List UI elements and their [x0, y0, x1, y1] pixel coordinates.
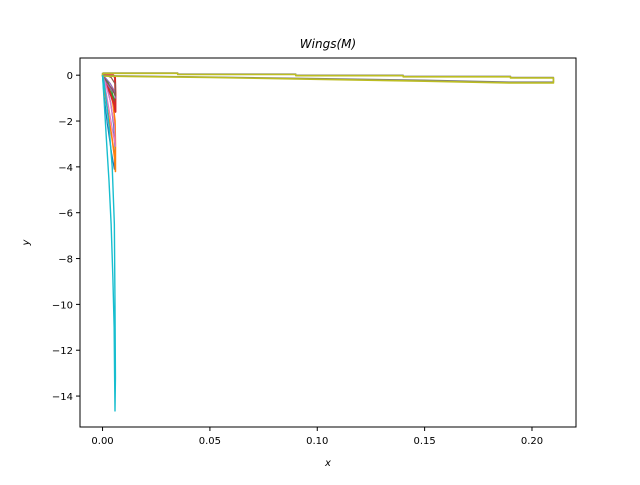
- y-tick-label: −14: [52, 392, 73, 403]
- plot-frame: [79, 57, 577, 428]
- y-axis-title: y: [21, 238, 32, 246]
- x-axis-title: x: [324, 458, 331, 469]
- x-tick-label: 0.05: [199, 436, 221, 447]
- x-tick-label: 0.10: [306, 436, 328, 447]
- y-tick-label: 0: [67, 71, 73, 82]
- x-axis-ticks: 0.00 0.05 0.10 0.15 0.20: [91, 427, 543, 447]
- x-tick-label: 0.15: [413, 436, 435, 447]
- series-line-10: [101, 75, 117, 412]
- y-tick-label: −10: [52, 300, 73, 311]
- x-tick-label: 0.00: [91, 436, 113, 447]
- chart-title: Wings(M): [300, 37, 356, 51]
- y-tick-label: −8: [58, 255, 73, 266]
- series-line-5: [102, 74, 117, 99]
- y-tick-label: −4: [58, 163, 73, 174]
- y-tick-label: −12: [52, 346, 73, 357]
- y-tick-label: −6: [58, 209, 73, 220]
- series-line-9: [101, 72, 555, 84]
- series-layer: [101, 72, 555, 412]
- y-tick-label: −2: [58, 117, 73, 128]
- series-line-7: [101, 74, 117, 147]
- y-axis-ticks: 0 −2 −4 −6 −8 −10 −12 −14: [52, 71, 80, 403]
- x-tick-label: 0.20: [521, 436, 543, 447]
